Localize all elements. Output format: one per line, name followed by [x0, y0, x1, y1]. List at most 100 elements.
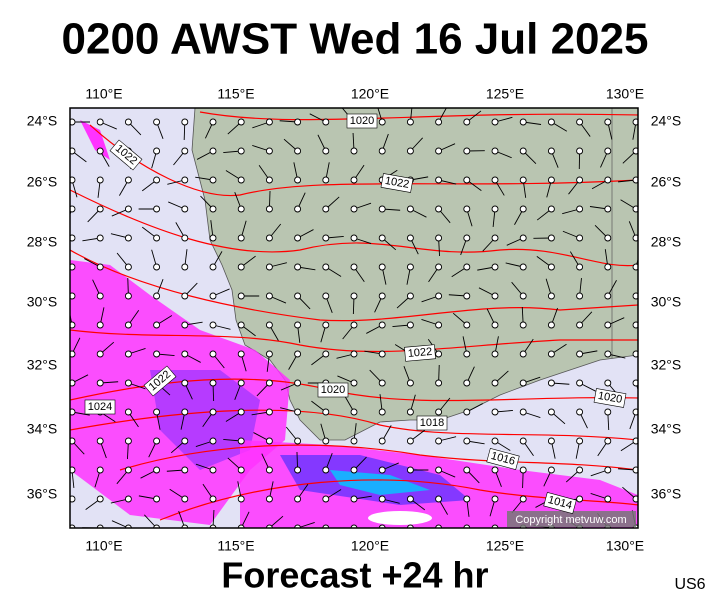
- station: [322, 234, 330, 242]
- station: [604, 379, 612, 387]
- station: [519, 147, 527, 155]
- isobar-label-text: 1024: [88, 401, 112, 413]
- station: [632, 234, 638, 242]
- isobar-label-text: 1020: [350, 115, 374, 127]
- station: [181, 408, 189, 416]
- station: [294, 466, 302, 474]
- station: [519, 495, 527, 503]
- station: [322, 466, 330, 474]
- station: [632, 205, 638, 213]
- station: [632, 350, 638, 358]
- lon-label: 130°E: [606, 86, 644, 102]
- station: [181, 234, 189, 242]
- station: [237, 495, 245, 503]
- station: [463, 350, 471, 358]
- station: [124, 118, 132, 126]
- station: [322, 263, 330, 271]
- station: [265, 263, 273, 271]
- station: [294, 350, 302, 358]
- station: [70, 176, 76, 184]
- isobar-label-box: [84, 399, 116, 415]
- wind-barb: [466, 527, 467, 528]
- station: [406, 379, 414, 387]
- station: [378, 147, 386, 155]
- station: [491, 495, 499, 503]
- station: [378, 379, 386, 387]
- station: [378, 234, 386, 242]
- isobar-label-box: [486, 447, 520, 471]
- station: [406, 408, 414, 416]
- station: [322, 350, 330, 358]
- station: [576, 263, 584, 271]
- station: [547, 118, 555, 126]
- map-code: US6: [674, 576, 705, 593]
- station: [265, 118, 273, 126]
- station: [491, 437, 499, 445]
- station: [547, 379, 555, 387]
- station: [576, 495, 584, 503]
- station: [181, 466, 189, 474]
- isobar-label: 1022: [380, 173, 414, 193]
- station: [350, 292, 358, 300]
- station: [576, 234, 584, 242]
- station: [463, 379, 471, 387]
- station: [209, 495, 217, 503]
- station: [576, 292, 584, 300]
- station: [406, 466, 414, 474]
- station: [378, 437, 386, 445]
- station: [265, 466, 273, 474]
- station: [435, 147, 443, 155]
- station: [70, 379, 76, 387]
- station: [604, 205, 612, 213]
- isobar-label-text: 1018: [420, 417, 444, 429]
- station: [294, 147, 302, 155]
- station: [181, 495, 189, 503]
- station: [406, 263, 414, 271]
- station: [519, 321, 527, 329]
- station: [294, 437, 302, 445]
- station: [491, 466, 499, 474]
- isobar-label: 1020: [317, 382, 349, 398]
- station: [294, 118, 302, 126]
- station: [435, 466, 443, 474]
- station: [153, 263, 161, 271]
- station: [96, 466, 104, 474]
- station: [491, 147, 499, 155]
- station: [576, 147, 584, 155]
- station: [632, 321, 638, 329]
- lat-label: 24°S: [27, 113, 58, 129]
- station: [124, 176, 132, 184]
- station: [153, 408, 161, 416]
- station: [350, 234, 358, 242]
- precip-heavy: [150, 370, 260, 470]
- station: [435, 379, 443, 387]
- station: [124, 466, 132, 474]
- station: [237, 176, 245, 184]
- isobar-label: 1024: [84, 399, 116, 415]
- station: [632, 379, 638, 387]
- station: [153, 118, 161, 126]
- station: [463, 263, 471, 271]
- station: [322, 495, 330, 503]
- lat-label: 28°S: [27, 234, 58, 250]
- station: [350, 350, 358, 358]
- station: [604, 437, 612, 445]
- station: [124, 292, 132, 300]
- station: [491, 263, 499, 271]
- station: [181, 321, 189, 329]
- isobar-label: 1022: [404, 344, 436, 362]
- station: [632, 263, 638, 271]
- station: [463, 437, 471, 445]
- station: [576, 466, 584, 474]
- station: [491, 321, 499, 329]
- station: [435, 321, 443, 329]
- station: [209, 321, 217, 329]
- station: [378, 205, 386, 213]
- station: [322, 321, 330, 329]
- lat-label: 30°S: [27, 294, 58, 310]
- station: [604, 350, 612, 358]
- station: [435, 234, 443, 242]
- station: [435, 437, 443, 445]
- station: [153, 147, 161, 155]
- station: [265, 321, 273, 329]
